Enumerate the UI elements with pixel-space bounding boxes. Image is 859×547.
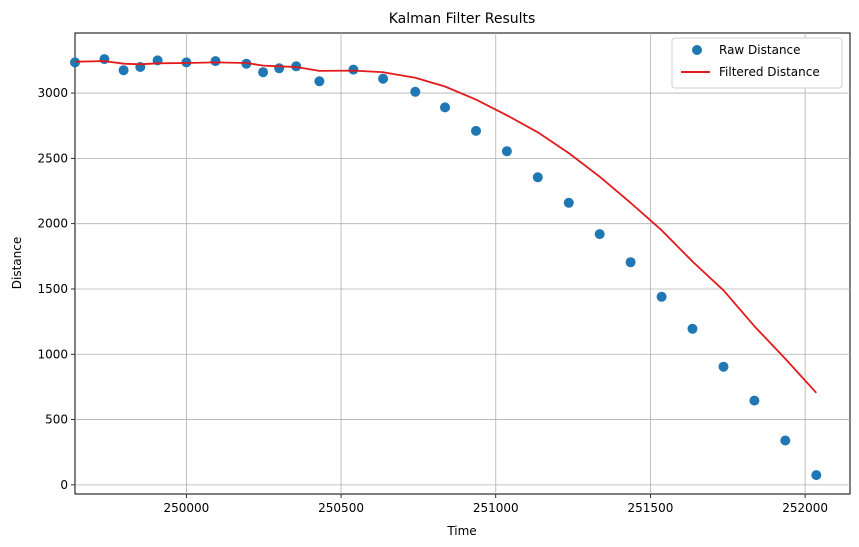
legend: Raw Distance Filtered Distance: [671, 37, 843, 89]
y-tick-label: 1000: [37, 347, 68, 361]
y-tick-label: 0: [60, 478, 68, 492]
x-tick-label: 251500: [628, 501, 674, 515]
raw-distance-point: [118, 65, 129, 76]
raw-distance-point: [656, 291, 667, 302]
x-tick-label: 252000: [782, 501, 828, 515]
raw-distance-point: [99, 54, 110, 65]
raw-distance-point: [625, 257, 636, 268]
raw-distance-point: [594, 229, 605, 240]
x-axis-title: Time: [446, 524, 476, 538]
y-tick-label: 3000: [37, 86, 68, 100]
legend-raw-marker: [692, 45, 702, 55]
raw-distance-point: [501, 146, 512, 157]
series-layer: [70, 54, 822, 481]
raw-distance-point: [749, 395, 760, 406]
raw-distance-point: [378, 73, 389, 84]
raw-distance-point: [440, 102, 450, 113]
raw-distance-point: [348, 64, 359, 75]
raw-distance-point: [274, 63, 285, 74]
raw-distance-point: [780, 435, 791, 446]
raw-distance-point: [718, 361, 729, 372]
filtered-distance-line: [74, 60, 817, 394]
raw-distance-point: [210, 56, 221, 67]
y-tick-label: 1500: [37, 282, 68, 296]
y-tick-label: 2500: [37, 151, 68, 165]
raw-distance-point: [410, 86, 421, 97]
x-tick-label: 250000: [163, 501, 209, 515]
legend-box: [671, 37, 843, 89]
raw-distance-point: [687, 323, 698, 334]
x-tick-label: 250500: [318, 501, 364, 515]
raw-distance-point: [258, 67, 269, 78]
y-tick-label: 2000: [37, 217, 68, 231]
legend-filtered-label: Filtered Distance: [719, 65, 820, 79]
y-axis-title: Distance: [10, 237, 24, 289]
raw-distance-point: [471, 125, 481, 136]
tick-layer: 250000 250500 251000 251500 252000 0 500 1000 15…: [37, 86, 828, 515]
raw-distance-point: [314, 76, 325, 87]
y-tick-label: 500: [45, 413, 68, 427]
x-tick-label: 251000: [473, 501, 519, 515]
raw-distance-point: [532, 172, 543, 183]
raw-distance-point: [70, 57, 80, 68]
raw-distance-point: [563, 197, 574, 208]
plot-area: [74, 32, 851, 495]
legend-raw-label: Raw Distance: [719, 43, 801, 57]
chart-title: Kalman Filter Results: [389, 11, 536, 27]
raw-distance-point: [811, 470, 822, 481]
